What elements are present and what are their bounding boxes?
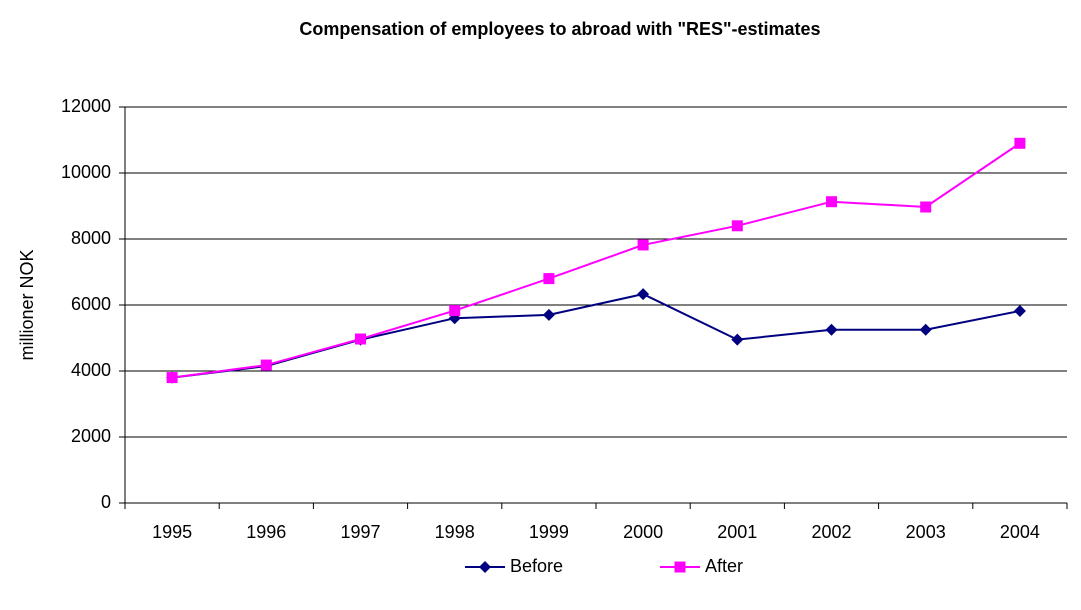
y-tick-label: 12000	[61, 96, 111, 116]
legend-label: After	[705, 556, 743, 576]
data-point	[919, 323, 932, 336]
x-tick-label: 1999	[529, 522, 569, 542]
data-point	[260, 359, 272, 371]
data-point	[637, 288, 650, 301]
data-point	[449, 305, 461, 317]
y-tick-label: 4000	[71, 360, 111, 380]
x-tick-label: 1995	[152, 522, 192, 542]
y-tick-label: 8000	[71, 228, 111, 248]
data-point	[731, 333, 744, 346]
data-point	[542, 308, 555, 321]
data-point	[1013, 304, 1026, 317]
y-tick-label: 0	[101, 492, 111, 512]
series-line	[171, 142, 1021, 379]
x-tick-label: 2003	[906, 522, 946, 542]
y-tick-label: 2000	[71, 426, 111, 446]
data-point	[543, 273, 555, 285]
y-axis-label: millioner NOK	[17, 249, 37, 360]
data-point	[166, 372, 178, 384]
y-tick-label: 6000	[71, 294, 111, 314]
chart-title: Compensation of employees to abroad with…	[299, 19, 820, 39]
data-point	[825, 323, 838, 336]
data-point	[731, 220, 743, 232]
series-line	[171, 293, 1021, 379]
x-tick-label: 2002	[811, 522, 851, 542]
x-tick-label: 1998	[435, 522, 475, 542]
data-point	[355, 333, 366, 345]
x-tick-label: 1996	[246, 522, 286, 542]
legend-marker	[674, 561, 686, 573]
x-tick-label: 2001	[717, 522, 757, 542]
x-tick-label: 2000	[623, 522, 663, 542]
legend-label: Before	[510, 556, 563, 576]
legend-marker	[479, 561, 491, 573]
data-point	[920, 201, 932, 213]
x-tick-label: 2004	[1000, 522, 1040, 542]
data-point	[1014, 137, 1026, 149]
data-point	[826, 196, 837, 208]
y-tick-label: 10000	[61, 162, 111, 182]
x-tick-label: 1997	[340, 522, 380, 542]
data-point	[637, 239, 649, 251]
